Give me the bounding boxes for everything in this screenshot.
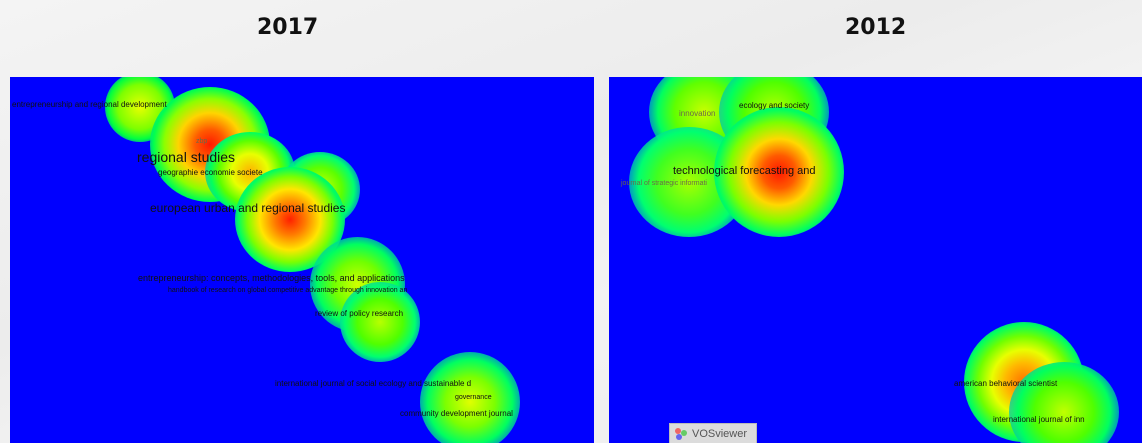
map-label: regional studies [137,149,236,165]
density-cluster [105,77,175,142]
density-cluster [150,87,270,202]
density-cluster [1009,362,1119,443]
vosviewer-badge: VOSviewer [669,423,757,443]
map-label: innovation [679,109,716,118]
density-cluster [235,167,345,272]
map-label: entrepreneurship and regional developmen… [12,100,167,109]
map-label: journal of strategic informati [621,180,707,187]
map-label: governance [455,394,492,401]
vosviewer-logo-icon [675,427,687,440]
density-cluster [340,282,420,362]
density-cluster [280,152,360,227]
density-cluster [719,77,829,162]
map-label: european urban and regional studies [150,201,346,215]
year-title-2017: 2017 [257,15,319,40]
map-label: community development journal [400,409,513,418]
map-label: international journal of social ecology … [275,379,472,388]
map-label: american behavioral scientist [954,379,1058,388]
map-label: international journal of inn [993,415,1085,424]
density-map-2017: entrepreneurship and regional developmen… [10,77,594,443]
vosviewer-label: VOSviewer [692,427,748,440]
density-map-2012: innovation ecology and society technolog… [609,77,1142,443]
map-label: entrepreneurship: concepts, methodologie… [138,273,405,283]
map-label: handbook of research on global competiti… [168,287,408,294]
map-label: geographie economie societe [158,168,263,177]
map-label: zbp [196,138,208,145]
map-label: review of policy research [315,309,404,318]
map-label: ecology and society [739,101,810,110]
year-title-2012: 2012 [845,15,907,40]
map-label: technological forecasting and [673,165,816,177]
density-cluster [649,77,759,162]
